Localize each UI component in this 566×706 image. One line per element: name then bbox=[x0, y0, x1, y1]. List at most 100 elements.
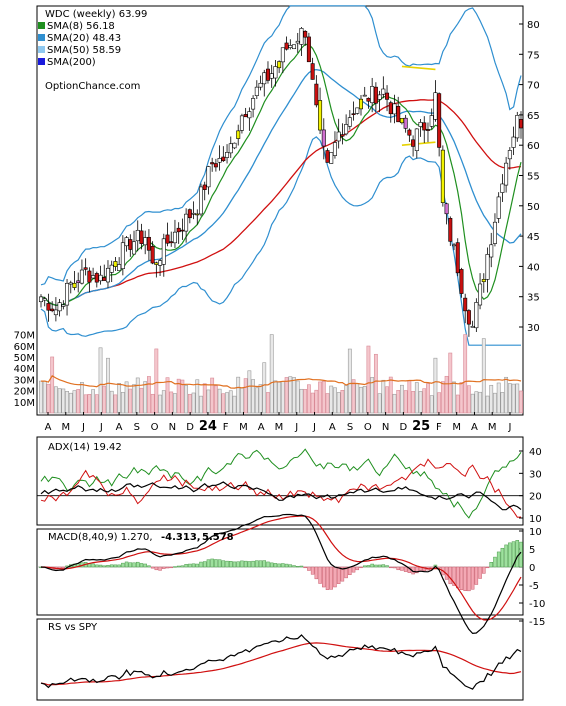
price-candle bbox=[132, 241, 137, 255]
volume-bar bbox=[191, 392, 196, 414]
volume-bar bbox=[467, 385, 471, 414]
volume-bar bbox=[485, 395, 490, 414]
volume-bar bbox=[433, 357, 438, 414]
x-tick-label: A bbox=[329, 422, 336, 433]
macd-histogram-bar bbox=[385, 565, 389, 568]
macd-histogram-bar bbox=[463, 566, 467, 591]
volume-bar bbox=[351, 379, 356, 414]
macd-signal-value: -4.313, bbox=[161, 532, 201, 543]
volume-bar bbox=[202, 383, 207, 414]
macd-histogram-bar bbox=[348, 566, 352, 575]
volume-bar bbox=[57, 388, 62, 414]
volume-bar bbox=[511, 383, 516, 414]
macd-histogram-bar bbox=[143, 563, 147, 568]
volume-bar bbox=[314, 389, 319, 414]
volume-bar bbox=[470, 393, 475, 414]
macd-histogram-value: 5.578 bbox=[202, 532, 234, 543]
price-candle bbox=[518, 119, 523, 129]
volume-bar bbox=[515, 383, 520, 414]
macd-tick-label: 10 bbox=[529, 527, 542, 538]
price-tick-label: 75 bbox=[527, 50, 540, 61]
x-tick-label: O bbox=[151, 422, 159, 433]
price-candle bbox=[139, 230, 144, 244]
volume-bar bbox=[507, 383, 512, 414]
macd-histogram-bar bbox=[292, 565, 296, 568]
macd-histogram-bar bbox=[303, 566, 307, 569]
price-candle bbox=[314, 83, 319, 106]
macd-histogram-bar bbox=[214, 559, 218, 568]
volume-bar bbox=[288, 376, 293, 414]
price-candle bbox=[117, 264, 122, 271]
volume-bar bbox=[336, 392, 341, 414]
price-candle bbox=[478, 283, 483, 306]
macd-histogram-bar bbox=[269, 562, 274, 568]
price-candle bbox=[392, 103, 397, 115]
volume-bar bbox=[139, 387, 144, 414]
macd-histogram-bar bbox=[91, 563, 95, 568]
volume-bar bbox=[403, 390, 408, 414]
price-candle bbox=[373, 86, 378, 104]
price-candle bbox=[481, 279, 486, 283]
x-tick-label: S bbox=[134, 422, 140, 433]
volume-bar bbox=[277, 381, 282, 414]
price-candle bbox=[489, 244, 494, 258]
price-candle bbox=[199, 186, 204, 215]
volume-bar bbox=[184, 385, 189, 414]
price-panel-frame bbox=[36, 5, 524, 416]
volume-bar bbox=[295, 380, 300, 414]
x-tick-label: F bbox=[223, 422, 229, 433]
macd-histogram-bar bbox=[310, 566, 315, 575]
price-candle bbox=[150, 246, 155, 264]
price-candle bbox=[318, 100, 323, 131]
macd-histogram-bar bbox=[266, 561, 270, 568]
volume-bar bbox=[240, 387, 244, 414]
price-candle bbox=[507, 150, 512, 160]
price-candle bbox=[463, 297, 468, 312]
volume-bar bbox=[437, 392, 442, 414]
price-tick-label: 50 bbox=[527, 202, 540, 213]
price-candle bbox=[492, 221, 497, 244]
volume-bar bbox=[266, 392, 270, 414]
price-candle bbox=[232, 142, 237, 149]
macd-histogram-bar bbox=[247, 561, 252, 568]
legend-swatch bbox=[38, 34, 45, 41]
x-tick-label: S bbox=[347, 422, 353, 433]
price-candle bbox=[213, 163, 218, 168]
adx-minus-di-line bbox=[40, 458, 522, 518]
macd-tick-label: -15 bbox=[529, 617, 545, 628]
x-tick-label: J bbox=[312, 422, 316, 433]
price-tick-label: 70 bbox=[527, 81, 540, 92]
price-candle bbox=[437, 93, 442, 148]
macd-histogram-bar bbox=[344, 566, 348, 579]
volume-bar bbox=[440, 381, 445, 414]
price-candle bbox=[407, 129, 412, 136]
price-candle bbox=[329, 152, 334, 164]
macd-histogram-bar bbox=[333, 566, 337, 588]
price-candle bbox=[355, 107, 360, 114]
price-candle bbox=[61, 304, 66, 307]
macd-histogram-bar bbox=[403, 566, 408, 572]
volume-bar bbox=[106, 357, 110, 414]
price-candle bbox=[358, 98, 363, 110]
x-tick-label: A bbox=[116, 422, 123, 433]
price-candle bbox=[444, 203, 449, 215]
macd-histogram-bar bbox=[396, 566, 400, 571]
price-candle bbox=[72, 282, 77, 288]
price-candle bbox=[91, 275, 96, 279]
macd-histogram-bar bbox=[199, 561, 203, 568]
price-candle bbox=[46, 303, 51, 311]
price-candle bbox=[388, 102, 393, 115]
price-candle bbox=[258, 82, 263, 88]
macd-histogram-bar bbox=[459, 566, 464, 590]
volume-bar bbox=[173, 393, 177, 414]
legend-swatch bbox=[38, 46, 45, 53]
volume-bar bbox=[396, 390, 401, 414]
price-candle bbox=[403, 117, 408, 129]
volume-bar bbox=[373, 353, 378, 414]
price-candle bbox=[79, 269, 84, 284]
x-tick-label: A bbox=[471, 422, 478, 433]
macd-histogram-bar bbox=[452, 566, 456, 586]
x-tick-label: 24 bbox=[199, 419, 217, 434]
macd-histogram-bar bbox=[128, 562, 133, 568]
price-candle bbox=[38, 296, 43, 303]
